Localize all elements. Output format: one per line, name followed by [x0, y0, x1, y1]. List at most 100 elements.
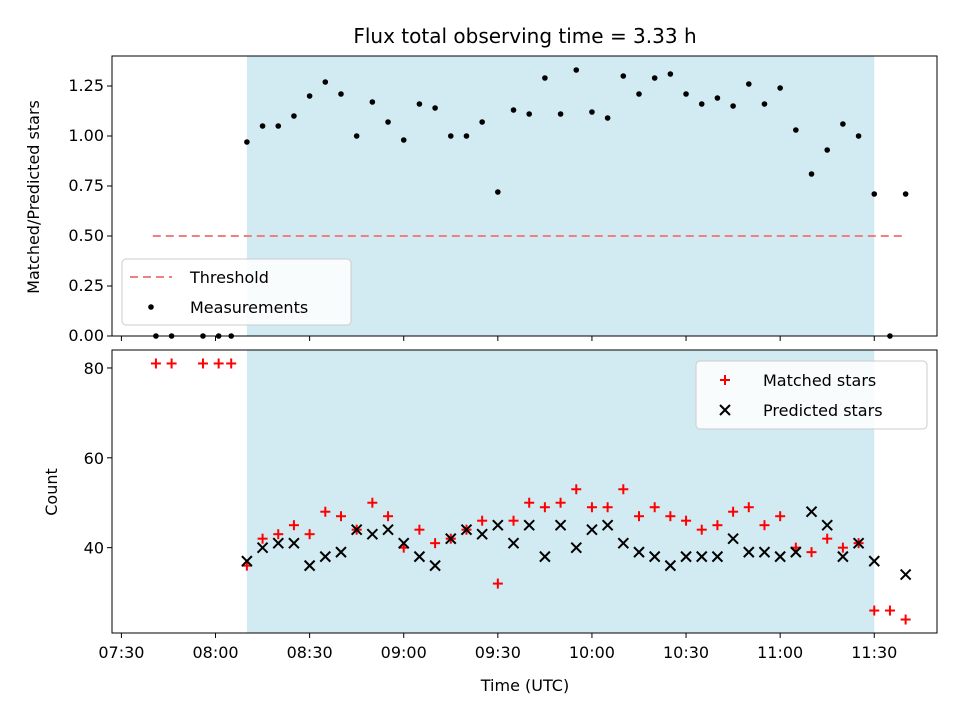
- matched-star-point: [900, 614, 911, 625]
- measurement-point: [322, 79, 329, 85]
- measurement-point: [714, 95, 721, 101]
- predicted-star-point: [664, 559, 677, 572]
- predicted-star-point: [648, 550, 661, 563]
- predicted-star-point: [382, 523, 394, 536]
- x-axis-label: Time (UTC): [480, 676, 569, 695]
- bottom-y-tick-label: 60: [84, 449, 104, 468]
- predicted-star-point: [256, 541, 269, 554]
- predicted-star-point: [335, 546, 347, 558]
- predicted-star-point: [617, 537, 630, 549]
- matched-star-point: [806, 547, 817, 558]
- measurement-point: [385, 119, 391, 125]
- bottom-legend-box: [695, 360, 928, 430]
- matched-star-point: [884, 605, 895, 616]
- matched-star-point: [743, 502, 754, 513]
- measurement-point: [651, 75, 658, 81]
- top-plot-frame: [111, 55, 938, 337]
- predicted-star-point: [476, 528, 488, 540]
- predicted-star-point: [570, 541, 582, 554]
- x-tick-label: 11:00: [757, 643, 803, 662]
- measurement-point: [840, 121, 846, 127]
- matched-star-point: [492, 578, 503, 589]
- predicted-star-point: [743, 546, 755, 558]
- predicted-star-point: [821, 519, 833, 531]
- top-y-tick-label: 0.25: [68, 276, 104, 295]
- predicted-star-point: [303, 559, 316, 572]
- predicted-star-point: [413, 550, 426, 563]
- predicted-star-point: [241, 555, 253, 567]
- measurement-point: [730, 103, 736, 109]
- predicted-star-point: [350, 523, 363, 536]
- predicted-star-point: [539, 550, 551, 563]
- predicted-star-point: [288, 537, 300, 549]
- measurement-point: [636, 91, 642, 97]
- measurement-point: [761, 101, 768, 107]
- x-tick-label: 10:00: [569, 643, 615, 662]
- top-legend: Threshold Measurements: [121, 258, 352, 326]
- predicted-star-point: [805, 506, 818, 518]
- measurement-point: [589, 109, 595, 115]
- count-panel: Count Time (UTC) 40 60 80 07:30 08:00 08:30 09…: [42, 349, 938, 695]
- measurement-point: [604, 115, 611, 121]
- matched-star-point: [288, 520, 299, 531]
- measurement-point: [526, 111, 533, 117]
- matched-star-point: [837, 542, 848, 553]
- matched-star-point: [150, 358, 161, 369]
- measurement-point: [902, 191, 909, 197]
- matched-star-point: [869, 605, 880, 616]
- matched-star-point: [166, 358, 177, 369]
- x-tick-label: 09:00: [381, 643, 427, 662]
- measurement-point: [573, 67, 580, 73]
- measurement-point: [338, 91, 344, 97]
- predicted-star-point: [523, 519, 535, 531]
- top-y-tick-label: 0.00: [68, 326, 104, 345]
- matched-star-point: [226, 358, 237, 369]
- bottom-legend: Matched stars Predicted stars: [695, 360, 928, 430]
- matched-star-point: [586, 502, 597, 513]
- predicted-star-point: [429, 559, 441, 572]
- predicted-star-point: [366, 528, 379, 540]
- predicted-star-point: [696, 550, 708, 563]
- measurement-point: [777, 85, 783, 91]
- measurement-point: [259, 123, 266, 129]
- predicted-star-point: [774, 550, 786, 563]
- matched-star-point: [728, 506, 739, 517]
- measurement-point: [244, 139, 250, 145]
- matched-star-point: [430, 538, 441, 549]
- matched-star-point: [618, 484, 629, 495]
- predicted-star-point: [852, 537, 865, 549]
- measurement-point: [369, 99, 376, 105]
- legend-matched-swatch: [720, 375, 730, 385]
- measurement-point: [745, 81, 752, 87]
- x-tick-label: 11:30: [851, 643, 897, 662]
- top-y-tick-label: 1.25: [68, 76, 104, 95]
- matched-star-point: [383, 511, 394, 522]
- top-y-tick-label: 0.75: [68, 176, 104, 195]
- measurement-point: [620, 73, 627, 79]
- ratio-panel: Flux total observing time = 3.33 h Match…: [24, 24, 938, 345]
- measurement-point: [824, 147, 831, 153]
- top-y-tick-label: 1.00: [68, 126, 104, 145]
- bottom-y-tick-label: 40: [84, 539, 104, 558]
- matched-star-point: [665, 511, 676, 522]
- measurement-point: [353, 133, 360, 139]
- matched-star-point: [712, 520, 723, 531]
- bottom-plot-frame: [111, 349, 938, 634]
- measurement-point: [432, 105, 438, 111]
- matched-star-point: [197, 358, 208, 369]
- measurement-point: [275, 123, 282, 129]
- predicted-star-point: [460, 523, 473, 536]
- predicted-star-point: [899, 568, 912, 581]
- x-tick-label: 08:30: [287, 643, 333, 662]
- matched-star-point: [524, 497, 535, 508]
- predicted-star-point: [492, 519, 504, 531]
- measurement-point: [808, 171, 815, 177]
- predicted-star-point: [633, 546, 645, 558]
- matched-star-point: [759, 520, 770, 531]
- measurement-point: [400, 137, 407, 143]
- legend-threshold-label: Threshold: [189, 268, 269, 287]
- measurement-point: [871, 191, 878, 197]
- measurement-point: [667, 71, 674, 77]
- matched-star-point: [602, 502, 613, 513]
